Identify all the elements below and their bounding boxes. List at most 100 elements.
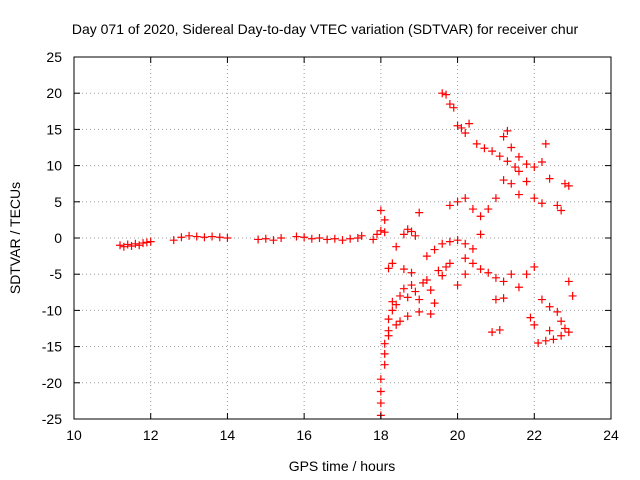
data-point <box>461 254 470 263</box>
data-point <box>407 227 416 236</box>
data-point <box>430 245 439 254</box>
data-point <box>403 312 412 321</box>
y-tick-label: -20 <box>42 375 62 391</box>
y-axis-label: SDTVAR / TECUs <box>7 182 23 294</box>
data-point <box>384 331 393 340</box>
x-tick-label: 12 <box>143 427 159 443</box>
data-point <box>380 228 389 237</box>
data-point <box>484 268 493 277</box>
data-point <box>530 194 539 203</box>
data-point <box>522 177 531 186</box>
data-point <box>254 235 263 244</box>
data-point <box>560 324 569 333</box>
y-tick-label: 10 <box>46 158 62 174</box>
data-point <box>376 375 385 384</box>
data-points <box>116 89 577 420</box>
data-point <box>142 238 151 247</box>
data-point <box>526 313 535 322</box>
y-tick-label: 15 <box>46 121 62 137</box>
data-point <box>315 234 324 242</box>
data-point <box>564 277 573 286</box>
data-point <box>457 123 466 132</box>
data-point <box>545 302 554 311</box>
data-point <box>549 335 558 344</box>
x-axis-label: GPS time / hours <box>289 458 396 474</box>
data-point <box>411 287 420 296</box>
data-point <box>376 226 385 235</box>
data-point <box>553 307 562 316</box>
data-point <box>415 295 424 304</box>
data-point <box>564 328 573 337</box>
data-point <box>396 317 405 326</box>
chart-title: Day 071 of 2020, Sidereal Day-to-day VTE… <box>72 21 579 37</box>
data-point <box>215 233 224 242</box>
data-point <box>380 360 389 369</box>
data-point <box>522 270 531 279</box>
y-tick-label: -25 <box>42 411 62 427</box>
data-point <box>139 239 148 248</box>
data-point <box>388 306 397 315</box>
data-point <box>415 208 424 217</box>
y-tick-label: 25 <box>46 49 62 65</box>
data-point <box>491 273 500 282</box>
data-point <box>415 307 424 316</box>
data-point <box>376 206 385 215</box>
data-point <box>461 239 470 248</box>
y-tick-label: 0 <box>54 230 62 246</box>
data-point <box>499 294 508 303</box>
data-point <box>488 328 497 337</box>
data-point <box>484 205 493 214</box>
data-point <box>277 234 286 242</box>
data-point <box>434 266 443 275</box>
data-point <box>468 205 477 214</box>
data-point <box>537 295 546 304</box>
data-point <box>453 236 462 245</box>
y-tick-label: -15 <box>42 339 62 355</box>
data-point <box>461 129 470 138</box>
x-tick-label: 20 <box>450 427 466 443</box>
data-point <box>557 331 566 340</box>
data-point <box>541 139 550 148</box>
data-point <box>373 230 382 239</box>
data-point <box>499 132 508 141</box>
data-point <box>177 233 186 242</box>
x-tick-label: 18 <box>373 427 389 443</box>
data-point <box>495 152 504 161</box>
data-point <box>445 100 454 109</box>
data-point <box>430 299 439 308</box>
data-point <box>530 320 539 329</box>
data-point <box>399 265 408 274</box>
y-tick-labels: -25 -20 -15 -10 -5 0 5 10 15 20 25 <box>42 49 62 427</box>
data-point <box>269 236 278 245</box>
data-point <box>503 126 512 135</box>
data-point <box>384 315 393 324</box>
data-point <box>557 317 566 326</box>
data-point <box>380 339 389 348</box>
data-point <box>422 275 431 284</box>
data-point <box>507 143 516 152</box>
x-tick-label: 14 <box>220 427 236 443</box>
data-point <box>380 215 389 224</box>
data-point <box>411 231 420 240</box>
axis-ticks <box>73 56 612 420</box>
data-point <box>353 234 362 242</box>
data-point <box>396 291 405 300</box>
data-point <box>438 271 447 280</box>
data-point <box>507 179 516 188</box>
data-point <box>438 89 447 98</box>
data-point <box>384 264 393 273</box>
data-point <box>119 242 128 251</box>
data-point <box>438 239 447 248</box>
data-point <box>449 103 458 112</box>
data-point <box>488 147 497 156</box>
data-point <box>146 237 155 246</box>
x-tick-label: 16 <box>296 427 312 443</box>
data-point <box>388 259 397 268</box>
data-point <box>461 270 470 279</box>
data-point <box>507 270 516 279</box>
data-point <box>426 286 435 295</box>
data-point <box>461 194 470 203</box>
data-point <box>534 338 543 347</box>
data-point <box>223 234 232 242</box>
data-point <box>530 262 539 271</box>
